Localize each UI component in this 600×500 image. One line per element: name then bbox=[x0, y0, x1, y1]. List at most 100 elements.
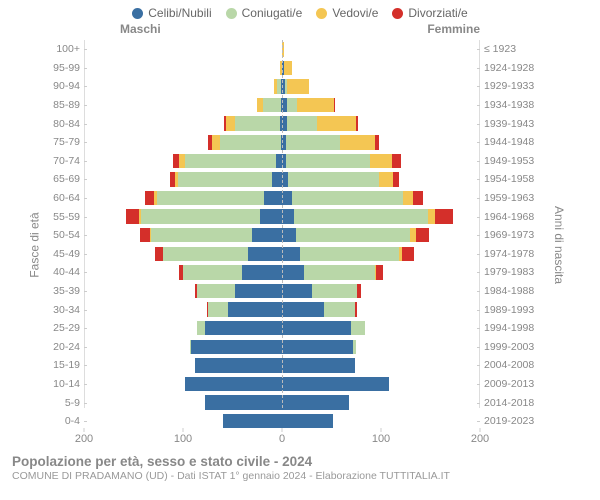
birth-year-tick: 1994-1998 bbox=[480, 322, 538, 334]
bar-segment bbox=[334, 98, 335, 113]
bar-segment bbox=[205, 321, 282, 336]
male-side bbox=[84, 393, 282, 412]
pyramid-row: 25-291994-1998 bbox=[48, 319, 538, 338]
bar-stack bbox=[282, 302, 357, 317]
bar-segment bbox=[197, 284, 235, 299]
bar-segment bbox=[208, 302, 228, 317]
male-side bbox=[84, 338, 282, 357]
bar-segment bbox=[353, 340, 356, 355]
bar-segment bbox=[248, 247, 282, 262]
bar-segment bbox=[163, 247, 248, 262]
x-tick-label: 200 bbox=[75, 433, 93, 445]
bar-segment bbox=[228, 302, 282, 317]
bar-segment bbox=[252, 228, 282, 243]
bar-segment bbox=[284, 61, 292, 76]
legend-label: Coniugati/e bbox=[242, 6, 303, 20]
bar-segment bbox=[282, 209, 294, 224]
bar-stack bbox=[282, 358, 355, 373]
birth-year-tick: 2014-2018 bbox=[480, 397, 538, 409]
male-side bbox=[84, 300, 282, 319]
bar-segment bbox=[282, 395, 349, 410]
bar-stack bbox=[224, 116, 282, 131]
bar-stack bbox=[282, 191, 423, 206]
birth-year-tick: 1964-1968 bbox=[480, 211, 538, 223]
bar-segment bbox=[357, 284, 361, 299]
age-tick: 65-69 bbox=[48, 173, 84, 185]
bar-segment bbox=[375, 135, 379, 150]
female-side bbox=[282, 189, 480, 208]
bar-segment bbox=[287, 79, 309, 94]
birth-year-tick: 1969-1973 bbox=[480, 229, 538, 241]
age-tick: 95-99 bbox=[48, 62, 84, 74]
x-axis: 2001000100200 bbox=[84, 428, 480, 450]
pyramid-row: 50-541969-1973 bbox=[48, 226, 538, 245]
female-side bbox=[282, 40, 480, 59]
age-tick: 30-34 bbox=[48, 304, 84, 316]
bar-stack bbox=[155, 247, 282, 262]
birth-year-tick: 1949-1953 bbox=[480, 155, 538, 167]
male-side bbox=[84, 207, 282, 226]
pyramid-row: 55-591964-1968 bbox=[48, 207, 538, 226]
x-tick-mark bbox=[381, 428, 382, 432]
age-tick: 20-24 bbox=[48, 341, 84, 353]
bar-segment bbox=[393, 172, 399, 187]
bar-segment bbox=[287, 116, 317, 131]
x-tick-mark bbox=[480, 428, 481, 432]
bar-segment bbox=[379, 172, 393, 187]
birth-year-tick: 1929-1933 bbox=[480, 80, 538, 92]
female-side bbox=[282, 263, 480, 282]
bar-stack bbox=[282, 209, 453, 224]
birth-year-tick: 1989-1993 bbox=[480, 304, 538, 316]
legend: Celibi/NubiliConiugati/eVedovi/eDivorzia… bbox=[0, 0, 600, 22]
bar-segment bbox=[351, 321, 365, 336]
bar-segment bbox=[155, 247, 163, 262]
bar-segment bbox=[312, 284, 358, 299]
bar-stack bbox=[195, 284, 282, 299]
bar-segment bbox=[282, 340, 353, 355]
age-tick: 75-79 bbox=[48, 136, 84, 148]
pyramid-row: 5-92014-2018 bbox=[48, 393, 538, 412]
bar-stack bbox=[173, 154, 282, 169]
male-side bbox=[84, 263, 282, 282]
bar-segment bbox=[185, 377, 282, 392]
bar-segment bbox=[141, 209, 260, 224]
female-side bbox=[282, 393, 480, 412]
bar-segment bbox=[282, 191, 292, 206]
bar-stack bbox=[282, 340, 356, 355]
bar-segment bbox=[428, 209, 436, 224]
bar-stack bbox=[282, 79, 309, 94]
bar-segment bbox=[223, 414, 282, 429]
pyramid-row: 85-891934-1938 bbox=[48, 96, 538, 115]
bar-segment bbox=[282, 265, 304, 280]
bar-segment bbox=[292, 191, 403, 206]
bar-segment bbox=[235, 284, 283, 299]
bar-segment bbox=[235, 116, 280, 131]
pyramid-row: 15-192004-2008 bbox=[48, 356, 538, 375]
bar-segment bbox=[403, 191, 413, 206]
bar-segment bbox=[191, 340, 282, 355]
female-side bbox=[282, 59, 480, 78]
birth-year-tick: 2019-2023 bbox=[480, 415, 538, 427]
bar-segment bbox=[282, 302, 324, 317]
header-male: Maschi bbox=[120, 22, 161, 36]
birth-year-tick: 1979-1983 bbox=[480, 266, 538, 278]
bar-segment bbox=[220, 135, 281, 150]
x-tick-mark bbox=[183, 428, 184, 432]
male-side bbox=[84, 133, 282, 152]
birth-year-tick: 1984-1988 bbox=[480, 285, 538, 297]
bar-segment bbox=[287, 98, 297, 113]
age-tick: 100+ bbox=[48, 43, 84, 55]
birth-year-tick: 1934-1938 bbox=[480, 99, 538, 111]
male-side bbox=[84, 40, 282, 59]
bar-stack bbox=[282, 172, 399, 187]
bar-segment bbox=[178, 172, 272, 187]
female-side bbox=[282, 282, 480, 301]
legend-label: Vedovi/e bbox=[332, 6, 378, 20]
pyramid-row: 80-841939-1943 bbox=[48, 114, 538, 133]
bar-segment bbox=[260, 209, 282, 224]
bar-segment bbox=[282, 247, 300, 262]
female-side bbox=[282, 96, 480, 115]
pyramid-row: 75-791944-1948 bbox=[48, 133, 538, 152]
bar-stack bbox=[282, 116, 358, 131]
bar-segment bbox=[416, 228, 430, 243]
